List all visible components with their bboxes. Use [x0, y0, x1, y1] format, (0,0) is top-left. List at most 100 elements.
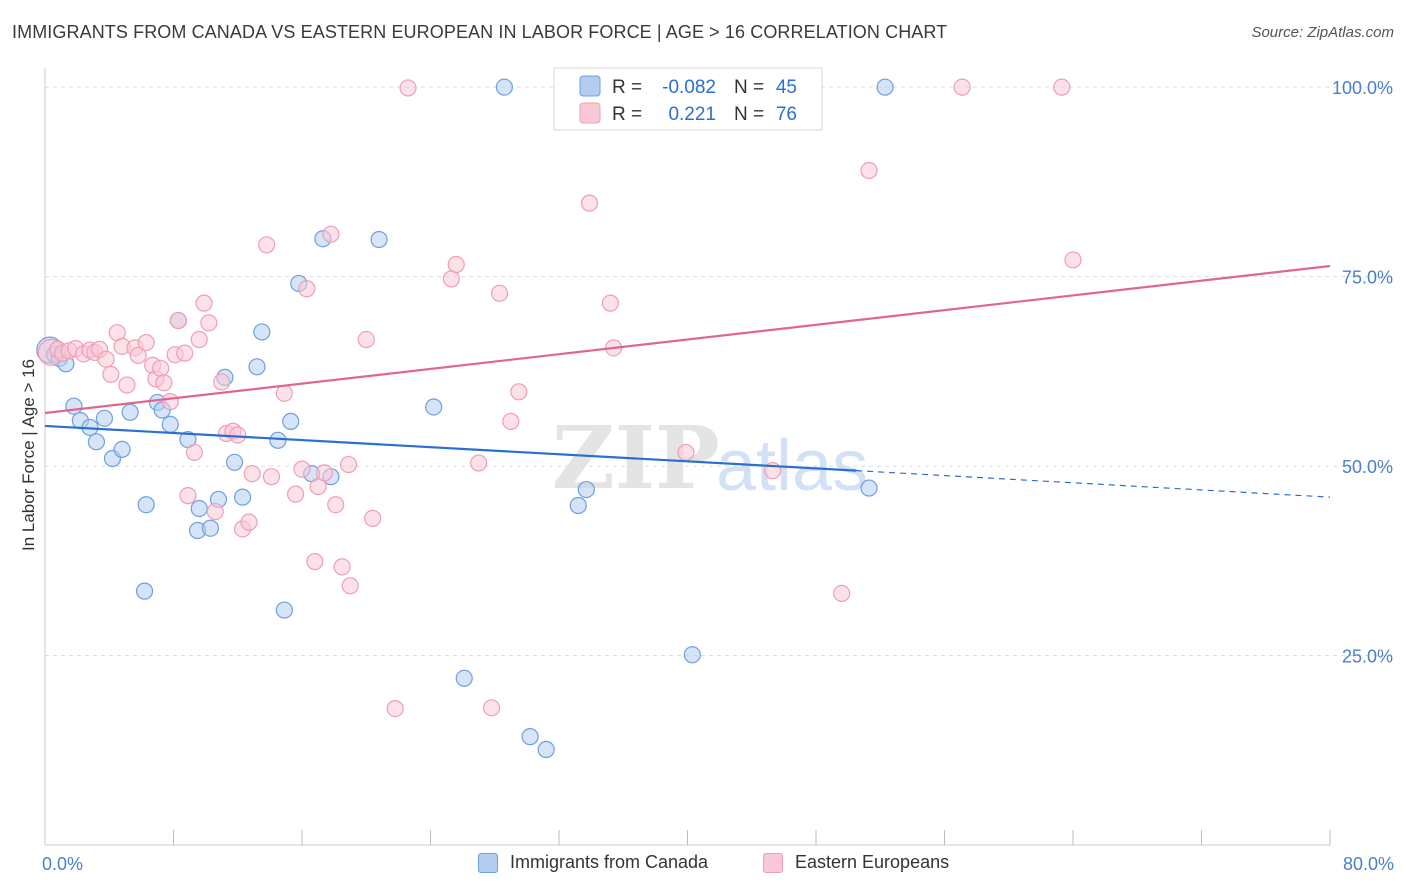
data-point — [269, 431, 287, 449]
data-point — [470, 454, 488, 472]
data-point — [495, 78, 513, 96]
data-point — [200, 314, 218, 332]
trend-line-eastern-europeans — [44, 264, 1331, 415]
data-point — [386, 699, 404, 718]
data-point — [357, 330, 375, 349]
legend-swatch-canada — [478, 852, 498, 873]
data-point — [225, 453, 244, 471]
data-point — [275, 384, 293, 402]
data-point — [258, 236, 276, 254]
data-point — [364, 509, 382, 527]
data-point — [243, 465, 261, 483]
stats-swatch-canada — [579, 75, 601, 97]
data-point — [580, 194, 599, 212]
data-point — [233, 488, 252, 506]
data-point — [677, 443, 695, 462]
data-point — [341, 577, 359, 595]
stats-r-value-1: -0.082 — [662, 77, 716, 98]
stats-r-label-1: R = — [612, 77, 642, 98]
legend-item-eastern-europeans[interactable]: Eastern Europeans — [763, 852, 949, 873]
data-point — [248, 358, 266, 376]
legend-swatch-eastern-europeans — [763, 852, 783, 873]
data-point — [860, 479, 878, 497]
data-point — [161, 415, 179, 433]
data-point — [118, 376, 136, 394]
data-point — [601, 294, 620, 312]
data-point — [87, 433, 106, 451]
data-point — [176, 344, 194, 362]
data-point — [195, 294, 213, 312]
legend-label-eastern-europeans: Eastern Europeans — [795, 852, 950, 872]
data-point — [65, 397, 83, 415]
watermark: ZIP atlas — [552, 408, 868, 509]
data-point — [135, 582, 154, 600]
stats-n-value-1: 45 — [776, 77, 797, 98]
data-point — [282, 412, 300, 430]
stats-n-label-2: N = — [734, 104, 764, 125]
data-point — [293, 460, 311, 478]
data-point — [833, 584, 851, 602]
stats-n-label-1: N = — [734, 77, 764, 98]
data-point — [286, 485, 305, 503]
data-point — [1064, 251, 1082, 269]
data-point — [860, 161, 878, 180]
data-point — [137, 333, 155, 352]
data-point — [155, 374, 173, 392]
data-point — [298, 280, 316, 298]
data-point — [876, 78, 894, 96]
data-point — [953, 78, 971, 96]
data-point — [455, 669, 473, 687]
trend-line-canada-extension — [856, 470, 1331, 498]
stats-r-label-2: R = — [612, 104, 642, 125]
data-point — [185, 443, 203, 462]
stats-box: R = -0.082 N = 45 R = 0.221 N = 76 — [553, 67, 823, 131]
data-point — [333, 558, 351, 576]
source-credit: Source: ZipAtlas.com — [1251, 24, 1394, 41]
data-point — [113, 440, 131, 459]
legend-item-canada[interactable]: Immigrants from Canada — [478, 852, 708, 873]
data-point — [490, 284, 509, 302]
data-point — [569, 496, 587, 515]
data-point — [327, 496, 345, 514]
data-point — [97, 350, 115, 368]
data-point — [253, 323, 271, 341]
data-point — [121, 403, 139, 421]
data-point — [275, 601, 293, 619]
x-tick-label: 0.0% — [42, 854, 83, 874]
data-point — [315, 464, 334, 482]
data-point — [201, 519, 220, 537]
data-point — [229, 426, 247, 444]
data-point — [502, 412, 520, 430]
y-tick-label: 75.0% — [1342, 268, 1393, 288]
data-point — [537, 740, 555, 759]
trend-line-canada — [44, 424, 857, 472]
data-point — [169, 311, 187, 330]
data-point — [262, 468, 281, 486]
series-eastern-europeans — [37, 78, 1082, 718]
data-point — [577, 480, 595, 499]
data-point — [152, 359, 170, 377]
y-tick-label: 100.0% — [1332, 78, 1393, 98]
data-point — [447, 255, 465, 274]
y-tick-label: 25.0% — [1342, 647, 1393, 667]
data-point — [370, 230, 388, 249]
data-point — [683, 646, 701, 664]
data-point — [102, 365, 120, 383]
data-point — [339, 455, 358, 474]
y-tick-label: 50.0% — [1342, 457, 1393, 477]
data-point — [510, 383, 528, 401]
data-point — [190, 330, 208, 349]
x-tick-label: 80.0% — [1343, 854, 1394, 874]
data-point — [482, 699, 501, 717]
stats-swatch-eastern-europeans — [579, 102, 601, 124]
y-axis-label: In Labor Force | Age > 16 — [19, 359, 38, 551]
chart-title: IMMIGRANTS FROM CANADA VS EASTERN EUROPE… — [12, 22, 948, 42]
data-point — [213, 373, 231, 391]
stats-n-value-2: 76 — [776, 104, 797, 125]
data-point — [137, 496, 155, 514]
data-point — [161, 393, 179, 411]
data-point — [306, 552, 324, 571]
data-point — [399, 79, 417, 97]
data-point — [240, 513, 258, 531]
